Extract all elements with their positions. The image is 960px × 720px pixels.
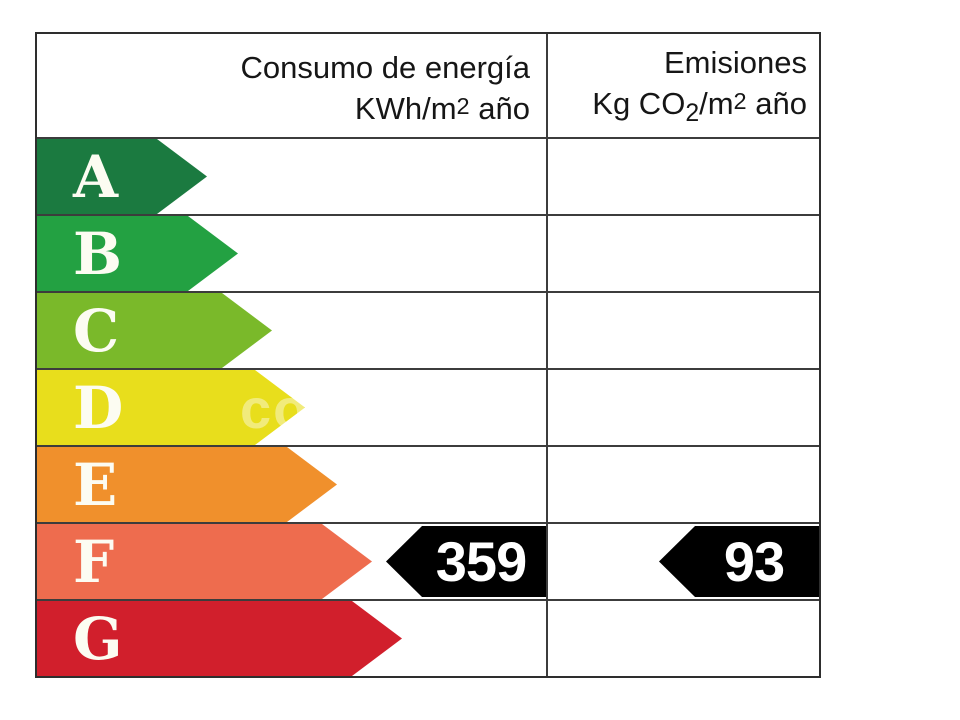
rating-arrow-e: E (37, 447, 337, 522)
emissions-cell-d (548, 370, 819, 445)
rating-row-c: C (37, 291, 819, 368)
grade-letter-g: G (73, 604, 123, 673)
grade-letter-b: B (73, 219, 123, 288)
emissions-column-title: Emisiones (664, 44, 807, 80)
emissions-column-unit: Kg CO2/m2 año (592, 85, 807, 127)
consumption-column-unit: KWh/m2 año (354, 90, 530, 126)
consumption-value: 359 (435, 529, 527, 593)
rating-arrow-c: C (37, 293, 272, 368)
emissions-value-marker: 93 (659, 526, 819, 597)
rating-row-g: G (37, 599, 819, 676)
consumption-value-marker: 359 (386, 526, 546, 597)
consumption-header-cell: Consumo de energía KWh/m2 año (37, 34, 548, 137)
emissions-cell-e (548, 447, 819, 522)
rating-arrow-a: A (37, 139, 207, 214)
emissions-cell-f: 93 (548, 524, 819, 599)
rating-row-e: E (37, 445, 819, 522)
table-header-row: Consumo de energía KWh/m2 año Emisiones … (37, 34, 819, 137)
emissions-cell-b (548, 216, 819, 291)
emissions-header-cell: Emisiones Kg CO2/m2 año (548, 34, 819, 137)
rating-row-a: A (37, 137, 819, 214)
grade-letter-c: C (73, 296, 120, 365)
rating-arrow-f: F (37, 524, 372, 599)
emissions-cell-c (548, 293, 819, 368)
rating-arrow-g: G (37, 601, 402, 676)
rating-row-d: D (37, 368, 819, 445)
grade-letter-a: A (73, 142, 119, 211)
grade-letter-f: F (73, 527, 115, 596)
emissions-cell-a (548, 139, 819, 214)
rating-table: Consumo de energía KWh/m2 año Emisiones … (35, 32, 821, 678)
rating-row-f: F 359 93 (37, 522, 819, 599)
consumption-column-title: Consumo de energía (240, 49, 530, 85)
rating-row-b: B (37, 214, 819, 291)
grade-letter-d: D (73, 373, 124, 442)
rating-arrow-b: B (37, 216, 238, 291)
rating-arrow-d: D (37, 370, 305, 445)
emissions-value: 93 (723, 529, 785, 593)
emissions-cell-g (548, 601, 819, 676)
grade-letter-e: E (73, 450, 118, 519)
